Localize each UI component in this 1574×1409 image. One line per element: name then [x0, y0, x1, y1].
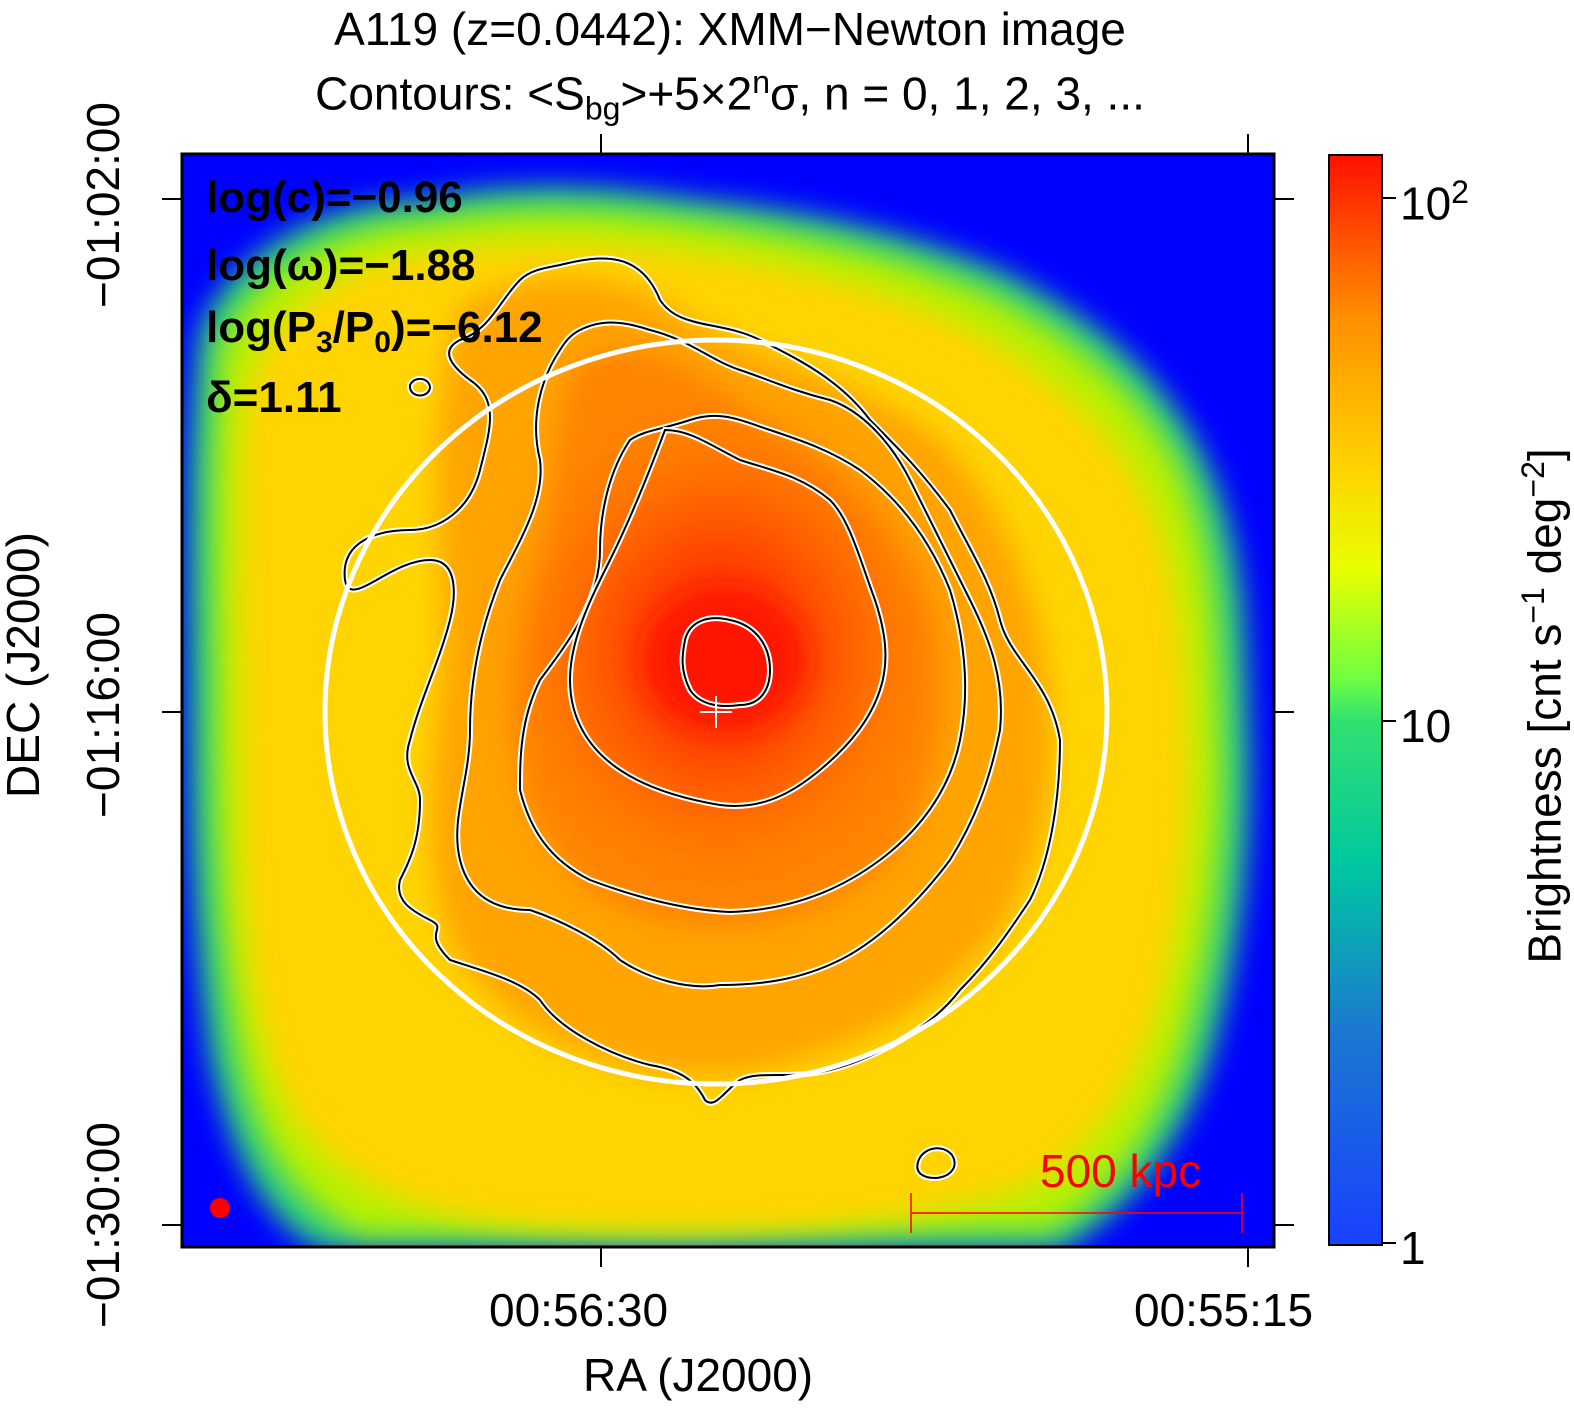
colorbar-tick-10: 10: [1400, 700, 1452, 752]
x-tick-label-1: 00:56:30: [489, 1284, 669, 1336]
title-line-1: A119 (z=0.0442): XMM−Newton image: [334, 3, 1126, 55]
y-tick-label-3: −01:30:00: [77, 1122, 129, 1328]
stat-log-c: log(c)=−0.96: [206, 173, 463, 222]
plot-frame: [180, 152, 1276, 1249]
beam-marker: [210, 1198, 230, 1218]
y-axis-label: DEC (J2000): [0, 532, 49, 798]
stat-log-p3-p0: log(P3/P0)=−6.12: [206, 303, 543, 359]
center-cross: [700, 696, 732, 728]
scale-bar: [910, 1193, 1243, 1233]
y-tick-label-1: −01:02:00: [77, 102, 129, 308]
colorbar-ticks: [1382, 197, 1396, 1244]
aperture-circle: [322, 337, 1110, 1087]
colorbar-label: Brightness [cnt s−1 deg−2]: [1515, 448, 1571, 964]
colorbar-tick-100: 102: [1400, 174, 1469, 230]
title-line-2: Contours: <Sbg>+5×2nσ, n = 0, 1, 2, 3, .…: [315, 64, 1145, 127]
colorbar-tick-1: 1: [1400, 1222, 1426, 1274]
x-tick-label-2: 00:55:15: [1134, 1284, 1314, 1336]
stat-delta: δ=1.11: [206, 373, 342, 422]
stat-log-omega: log(ω)=−1.88: [206, 241, 476, 290]
x-axis-label: RA (J2000): [583, 1349, 814, 1401]
scale-bar-label: 500 kpc: [1040, 1145, 1202, 1197]
y-tick-label-2: −01:16:00: [77, 612, 129, 818]
colorbar: [1328, 154, 1383, 1246]
axis-ticks: [162, 134, 1294, 1267]
